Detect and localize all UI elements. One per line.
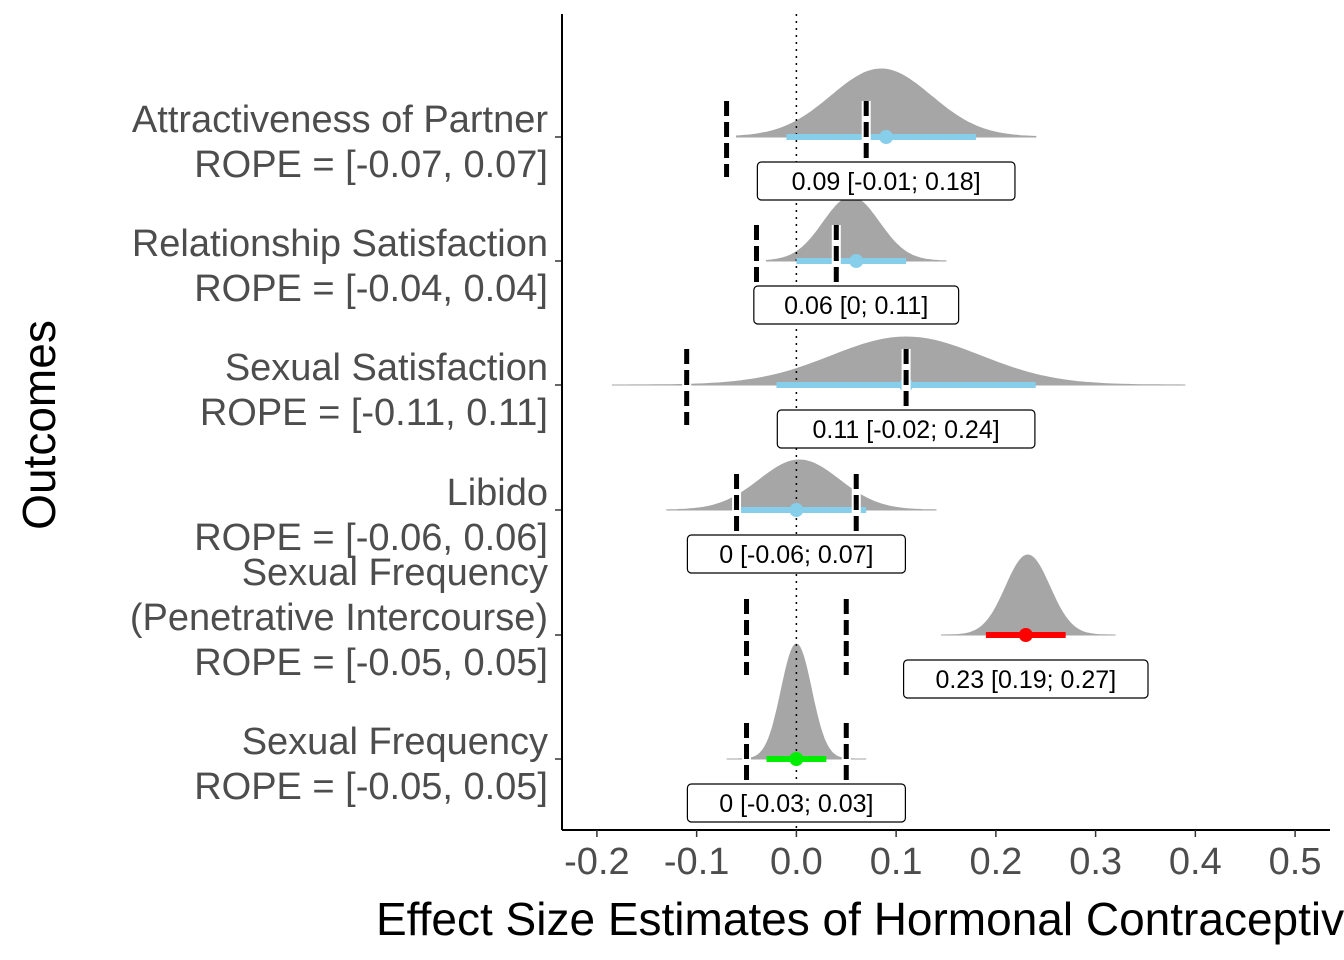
outcome-label-2-0: Sexual Satisfaction bbox=[225, 347, 548, 389]
x-tick-label-1: -0.1 bbox=[664, 841, 729, 883]
outcome-label-5-1: ROPE = [-0.05, 0.05] bbox=[194, 766, 548, 808]
density-0 bbox=[735, 68, 1037, 138]
outcome-label-4-2: ROPE = [-0.05, 0.05] bbox=[194, 642, 548, 684]
annotation-box-0 bbox=[756, 161, 1016, 201]
estimate-point-1 bbox=[849, 254, 864, 268]
x-axis-title: Effect Size Estimates of Hormonal Contra… bbox=[376, 893, 1344, 945]
outcome-label-3-1: ROPE = [-0.06, 0.06] bbox=[194, 517, 548, 559]
outcome-label-1-1: ROPE = [-0.04, 0.04] bbox=[194, 268, 548, 310]
density-4 bbox=[941, 554, 1116, 636]
estimate-point-4 bbox=[1018, 628, 1033, 642]
outcome-label-5-0: Sexual Frequency bbox=[242, 721, 548, 763]
x-tick-label-2: 0.0 bbox=[770, 841, 823, 883]
y-axis-title: Outcomes bbox=[13, 320, 65, 530]
annotation-box-1 bbox=[753, 285, 960, 325]
outcome-label-4-1: (Penetrative Intercourse) bbox=[130, 597, 548, 639]
annotation-box-3 bbox=[686, 534, 906, 574]
outcome-label-0-1: ROPE = [-0.07, 0.07] bbox=[194, 144, 548, 186]
density-2 bbox=[611, 336, 1186, 386]
annotation-box-2 bbox=[776, 409, 1036, 449]
annotation-1: 0.06 [0; 0.11] bbox=[784, 292, 928, 320]
x-tick-label-7: 0.5 bbox=[1269, 841, 1322, 883]
interval-layer bbox=[736, 130, 1066, 766]
annotation-5: 0 [-0.03; 0.03] bbox=[719, 790, 873, 818]
x-tick-label-5: 0.3 bbox=[1069, 841, 1122, 883]
x-tick-label-0: -0.2 bbox=[564, 841, 629, 883]
x-tick-label-4: 0.2 bbox=[969, 841, 1022, 883]
axes bbox=[555, 14, 1330, 831]
annotation-0: 0.09 [-0.01; 0.18] bbox=[792, 168, 981, 196]
annotation-4: 0.23 [0.19; 0.27] bbox=[935, 666, 1116, 694]
outcome-label-3-0: Libido bbox=[447, 472, 548, 514]
density-1 bbox=[765, 196, 947, 262]
outcome-label-1-0: Relationship Satisfaction bbox=[132, 223, 548, 265]
x-tick-label-6: 0.4 bbox=[1169, 841, 1222, 883]
annotation-2: 0.11 [-0.02; 0.24] bbox=[813, 416, 1000, 444]
annotation-box-5 bbox=[686, 783, 906, 823]
outcome-label-2-1: ROPE = [-0.11, 0.11] bbox=[200, 392, 548, 434]
x-axis-ticks: -0.2 -0.1 0.0 0.1 0.2 0.3 0.4 0.5 bbox=[564, 830, 1322, 883]
annotation-layer: 0.09 [-0.01; 0.18] 0.06 [0; 0.11] 0.11 [-0… bbox=[686, 161, 1149, 823]
estimate-point-3 bbox=[789, 503, 804, 517]
annotation-box-4 bbox=[902, 659, 1149, 699]
x-tick-label-3: 0.1 bbox=[870, 841, 923, 883]
outcome-label-0-0: Attractiveness of Partner bbox=[132, 99, 548, 141]
density-3 bbox=[666, 459, 937, 511]
estimate-point-5 bbox=[789, 752, 804, 766]
annotation-3: 0 [-0.06; 0.07] bbox=[719, 541, 873, 569]
estimate-point-0 bbox=[879, 130, 894, 144]
outcome-label-4-0: Sexual Frequency bbox=[242, 552, 548, 594]
